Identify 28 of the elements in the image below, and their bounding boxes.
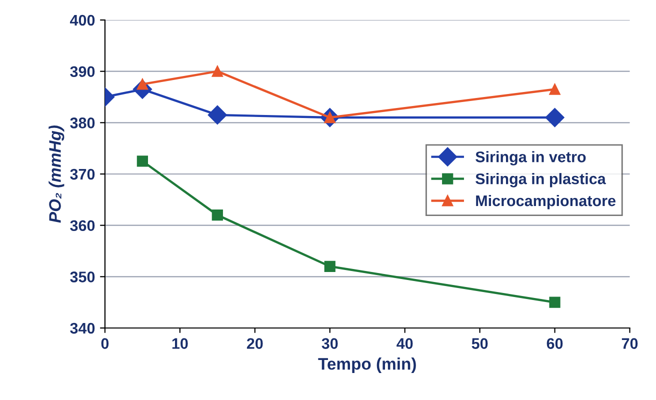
point: [549, 84, 560, 95]
y-tick-label: 400: [70, 14, 95, 26]
point: [212, 210, 223, 221]
x-tick-label: 60: [546, 338, 563, 349]
x-tick-label: 10: [172, 338, 188, 349]
x-tick-label: 20: [246, 338, 263, 349]
legend-label: Microcampionatore: [476, 194, 616, 210]
x-tick-label: 30: [322, 338, 338, 349]
y-tick-label: 350: [70, 272, 95, 282]
point: [212, 66, 223, 77]
x-tick-label: 0: [101, 338, 109, 349]
point: [208, 105, 227, 124]
x-tick-label: 70: [622, 338, 638, 349]
y-tick-label: 340: [70, 322, 95, 334]
y-tick-label: 370: [70, 168, 95, 180]
legend-label: Siringa in plastica: [476, 173, 606, 188]
x-tick-label: 40: [396, 338, 413, 349]
y-tick-label: 380: [70, 118, 95, 128]
point: [549, 296, 560, 308]
x-tick-label: 50: [472, 338, 488, 349]
y-axis-title: PO₂ (mmHg): [48, 125, 64, 223]
point: [324, 260, 336, 272]
point: [545, 108, 564, 128]
legend-label: Siringa in vetro: [476, 151, 586, 166]
point: [136, 156, 148, 167]
x-axis-title: Tempo (min): [318, 358, 416, 374]
y-tick-label: 360: [70, 220, 95, 232]
y-tick-label: 390: [70, 66, 95, 78]
